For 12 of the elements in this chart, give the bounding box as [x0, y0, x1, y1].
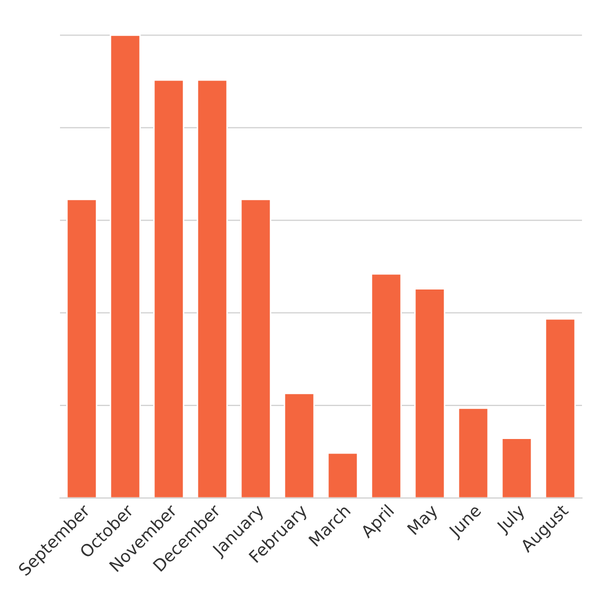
- bar: [110, 34, 141, 498]
- bar: [370, 273, 402, 498]
- bar: [196, 79, 228, 498]
- bar: [66, 198, 98, 498]
- bar: [284, 392, 315, 498]
- bar: [327, 452, 358, 498]
- bar: [414, 288, 446, 498]
- bar: [544, 318, 576, 498]
- bar: [458, 408, 489, 498]
- bar: [153, 79, 184, 498]
- bar: [240, 198, 272, 498]
- bar: [501, 438, 532, 498]
